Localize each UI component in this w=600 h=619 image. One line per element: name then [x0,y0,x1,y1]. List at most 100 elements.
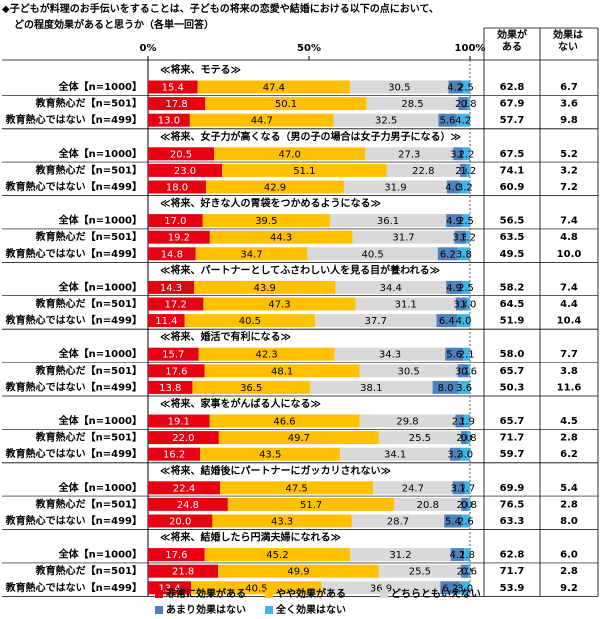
bar-segment [454,230,467,244]
bar-segment [212,514,352,528]
value-label: 13.4 [158,583,180,594]
summary-value: 7.2 [560,182,578,193]
bar-segment [446,180,460,194]
summary-value: 2.8 [560,499,578,510]
summary-value: 3.2 [560,165,578,176]
value-label: 3.6 [452,233,468,244]
bar-segment [148,380,193,394]
value-label: 51.1 [293,166,315,177]
value-label: 2.6 [452,417,468,428]
value-label: 5.6 [440,116,456,127]
group-title: ≪将来、女子力が高くなる（男の子の場合は女子力男子になる）≫ [160,130,461,143]
bar-segment [359,364,458,378]
summary-value: 9.2 [560,583,578,594]
value-label: 3.0 [457,583,473,594]
bar-segment [463,414,470,428]
value-label: 31.2 [389,550,411,561]
legend-label: 全く効果はない [275,603,346,616]
bar-segment [432,380,459,394]
value-label: 14.8 [161,249,183,260]
bar-segment [340,447,451,461]
bar-segment [461,514,470,528]
bar-segment [202,214,330,228]
value-label: 2.2 [457,567,473,578]
value-label: 40.5 [361,249,383,260]
bar-segment [459,180,470,194]
value-label: 4.0 [456,316,472,327]
value-label: 2.5 [458,83,474,94]
bar-segment [457,314,470,328]
bar-segment [452,481,465,495]
value-label: 4.9 [446,216,462,227]
summary-value: 67.9 [500,99,525,110]
bar-segment [352,230,455,244]
value-label: 43.5 [259,450,281,461]
value-label: 13.0 [158,116,180,127]
value-label: 20.5 [170,149,192,160]
bar-segment [445,347,464,361]
value-label: 47.3 [268,300,290,311]
value-label: 44.7 [251,116,273,127]
value-label: 28.5 [401,99,423,110]
bar-segment [460,564,469,578]
bar-segment [204,548,351,562]
value-label: 24.7 [402,483,424,494]
bar-segment [184,314,316,328]
summary-header: 効果がある [497,30,527,53]
row-label: 教育熱心ではない【n=499】 [5,314,142,327]
row-label: 教育熱心ではない【n=499】 [5,380,142,393]
value-label: 39.5 [255,216,277,227]
value-label: 3.6 [456,383,472,394]
value-label: 13.8 [159,383,181,394]
summary-value: 4.8 [560,232,578,243]
value-label: 46.6 [273,417,295,428]
bar-segment [467,431,470,445]
row-label: 教育熱心だ【n=501】 [35,97,142,110]
value-label: 17.2 [165,300,187,311]
row-label: 全体【n=1000】 [58,414,142,427]
bar-segment [329,214,447,228]
group-title: ≪将来、婚活で有利になる≫ [160,330,291,343]
bar-segment [307,247,438,261]
value-label: 22.8 [412,166,434,177]
value-label: 25.5 [409,567,431,578]
bar-segment [148,347,199,361]
value-label: 3.7 [451,483,467,494]
bar-segment [309,380,433,394]
summary-value: 76.5 [500,499,525,510]
row-label: 教育熱心ではない【n=499】 [5,180,142,193]
bar-segment [461,214,470,228]
row-label: 全体【n=1000】 [58,214,142,227]
bar-segment [148,414,210,428]
bar-segment [148,113,190,127]
legend-swatch [155,590,163,598]
group-title: ≪将来、パートナーとしてふさわしい人を見る目が養われる≫ [160,263,440,276]
summary-value: 59.7 [500,449,525,460]
bar-segment [148,564,219,578]
group-title: ≪将来、家事をがんばる人になる≫ [160,397,321,410]
value-label: 3.2 [457,183,473,194]
value-label: 22.0 [172,433,194,444]
value-label: 30.5 [398,366,420,377]
value-label: 21.8 [172,567,194,578]
bar-segment [218,564,379,578]
bar-segment [464,548,470,562]
bar-segment [467,497,471,511]
group-title: ≪将来、好きな人の胃袋をつかめるようになる≫ [160,197,381,210]
summary-value: 5.2 [560,149,578,160]
bar-segment [204,364,360,378]
summary-value: 10.0 [557,249,582,260]
value-label: 17.0 [164,216,186,227]
bar-segment [227,497,395,511]
value-label: 36.5 [240,383,262,394]
bar-segment [438,113,457,127]
value-label: 37.7 [365,316,387,327]
bar-segment [148,548,205,562]
bar-segment [453,147,463,161]
value-label: 2.6 [458,517,474,528]
bar-segment [366,97,459,111]
summary-value: 67.5 [500,149,525,160]
summary-value: 57.7 [500,115,525,126]
summary-value: 49.5 [500,249,525,260]
